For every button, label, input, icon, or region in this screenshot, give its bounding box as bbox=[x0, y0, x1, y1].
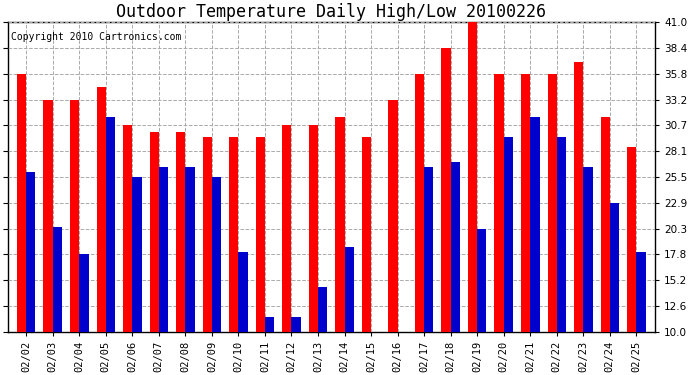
Bar bbox=[610, 203, 619, 332]
Bar bbox=[574, 62, 583, 332]
Title: Outdoor Temperature Daily High/Low 20100226: Outdoor Temperature Daily High/Low 20100… bbox=[117, 3, 546, 21]
Bar bbox=[43, 100, 52, 332]
Bar bbox=[530, 117, 540, 332]
Bar bbox=[344, 247, 354, 332]
Bar bbox=[282, 125, 291, 332]
Bar bbox=[159, 167, 168, 332]
Bar bbox=[150, 132, 159, 332]
Bar bbox=[17, 74, 26, 332]
Bar bbox=[388, 100, 397, 332]
Bar bbox=[291, 317, 301, 332]
Text: Copyright 2010 Cartronics.com: Copyright 2010 Cartronics.com bbox=[11, 32, 181, 42]
Bar bbox=[79, 254, 88, 332]
Bar bbox=[239, 252, 248, 332]
Bar bbox=[362, 137, 371, 332]
Bar bbox=[415, 74, 424, 332]
Bar bbox=[26, 172, 35, 332]
Bar bbox=[212, 177, 221, 332]
Bar bbox=[70, 100, 79, 332]
Bar bbox=[203, 137, 212, 332]
Bar bbox=[521, 74, 530, 332]
Bar bbox=[468, 22, 477, 332]
Bar bbox=[504, 137, 513, 332]
Bar bbox=[442, 48, 451, 332]
Bar bbox=[265, 317, 274, 332]
Bar bbox=[424, 167, 433, 332]
Bar bbox=[52, 227, 62, 332]
Bar bbox=[451, 162, 460, 332]
Bar bbox=[547, 74, 557, 332]
Bar bbox=[97, 87, 106, 332]
Bar bbox=[583, 167, 593, 332]
Bar bbox=[123, 125, 132, 332]
Bar bbox=[106, 117, 115, 332]
Bar bbox=[186, 167, 195, 332]
Bar bbox=[335, 117, 344, 332]
Bar bbox=[636, 252, 646, 332]
Bar bbox=[477, 229, 486, 332]
Bar bbox=[600, 117, 610, 332]
Bar bbox=[318, 287, 327, 332]
Bar bbox=[557, 137, 566, 332]
Bar bbox=[229, 137, 239, 332]
Bar bbox=[132, 177, 141, 332]
Bar bbox=[495, 74, 504, 332]
Bar bbox=[308, 125, 318, 332]
Bar bbox=[176, 132, 186, 332]
Bar bbox=[256, 137, 265, 332]
Bar bbox=[627, 147, 636, 332]
